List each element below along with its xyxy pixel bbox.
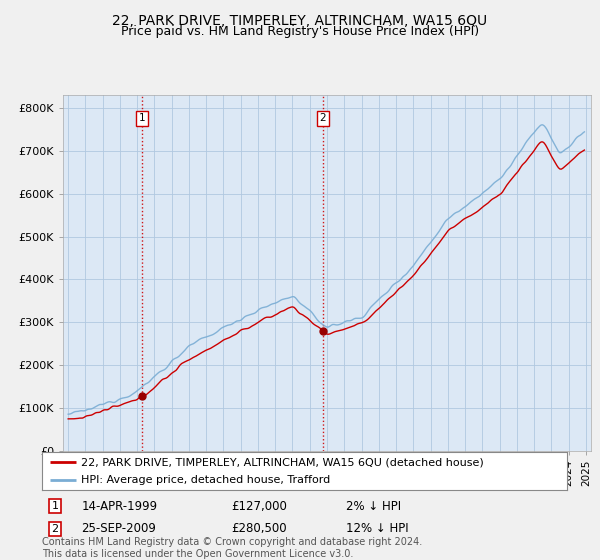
Text: 2: 2 — [319, 113, 326, 123]
Text: 25-SEP-2009: 25-SEP-2009 — [82, 522, 156, 535]
Text: 22, PARK DRIVE, TIMPERLEY, ALTRINCHAM, WA15 6QU (detached house): 22, PARK DRIVE, TIMPERLEY, ALTRINCHAM, W… — [82, 457, 484, 467]
Text: 1: 1 — [139, 113, 146, 123]
Text: 14-APR-1999: 14-APR-1999 — [82, 500, 157, 512]
Text: 2% ↓ HPI: 2% ↓ HPI — [347, 500, 401, 512]
Text: 1: 1 — [52, 501, 59, 511]
Text: Price paid vs. HM Land Registry's House Price Index (HPI): Price paid vs. HM Land Registry's House … — [121, 25, 479, 38]
Text: 2: 2 — [52, 524, 59, 534]
Text: 22, PARK DRIVE, TIMPERLEY, ALTRINCHAM, WA15 6QU: 22, PARK DRIVE, TIMPERLEY, ALTRINCHAM, W… — [112, 14, 488, 28]
Text: £280,500: £280,500 — [231, 522, 287, 535]
Text: 12% ↓ HPI: 12% ↓ HPI — [347, 522, 409, 535]
Text: Contains HM Land Registry data © Crown copyright and database right 2024.
This d: Contains HM Land Registry data © Crown c… — [42, 537, 422, 559]
Text: HPI: Average price, detached house, Trafford: HPI: Average price, detached house, Traf… — [82, 475, 331, 485]
Text: £127,000: £127,000 — [231, 500, 287, 512]
